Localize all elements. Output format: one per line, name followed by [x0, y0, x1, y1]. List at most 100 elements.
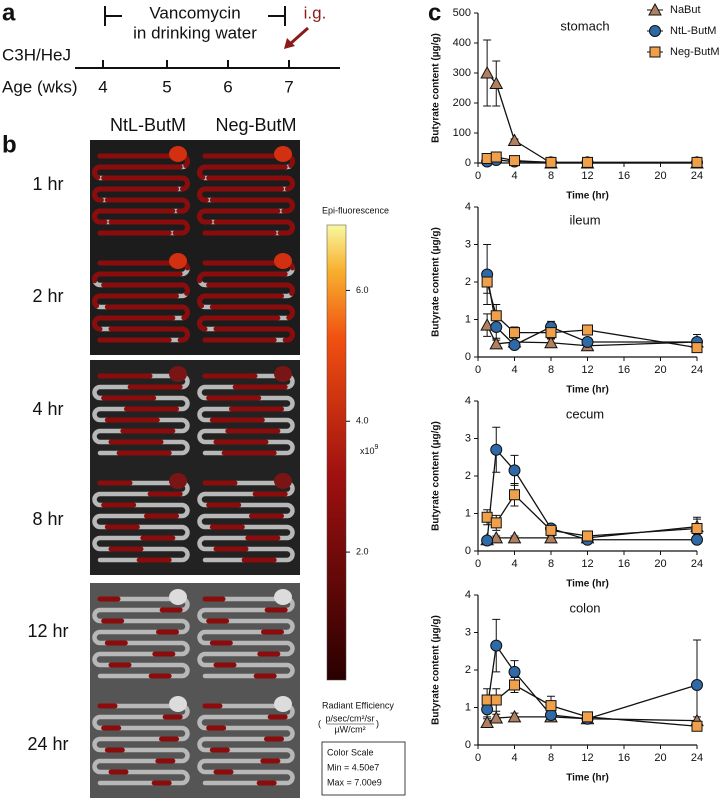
intestine	[92, 373, 190, 456]
x-axis-label: Time (hr)	[566, 579, 609, 590]
marker	[691, 533, 703, 546]
marker	[490, 639, 503, 652]
scale-box	[321, 741, 406, 796]
marker	[490, 310, 502, 322]
y-tick-label: 2	[465, 276, 471, 288]
marker	[490, 517, 502, 529]
legend-label: NtL-ButM	[670, 25, 716, 37]
bracket	[104, 6, 286, 26]
x-tick-label: 20	[654, 170, 666, 182]
y-tick-label: 0	[465, 545, 471, 557]
series-line	[486, 72, 697, 164]
intestine	[197, 480, 295, 563]
marker	[490, 694, 502, 706]
legend-label: Neg-ButM	[670, 46, 720, 58]
y-tick-label: 2	[465, 470, 471, 482]
x-tick-label: 24	[691, 170, 703, 182]
y-tick-label: 400	[453, 37, 471, 49]
marker	[507, 133, 522, 146]
x-tick-label: 4	[511, 170, 517, 182]
strain: C3H/HeJ	[2, 45, 71, 64]
scale-max: Max = 7.00e9	[327, 777, 382, 787]
y-tick-label: 3	[465, 626, 471, 638]
x-tick-label: 20	[654, 364, 666, 376]
marker	[489, 76, 504, 89]
x-tick-label: 12	[581, 170, 593, 182]
stomach	[169, 473, 187, 489]
y-tick-label: 100	[453, 127, 471, 139]
y-tick-label: 3	[465, 238, 471, 250]
marker	[544, 530, 558, 544]
colorbar-tick-label: 6.0	[356, 285, 369, 295]
arrow	[289, 26, 309, 46]
x-tick-label: 0	[475, 170, 481, 182]
y-tick-label: 0	[465, 157, 471, 169]
chart-title: ileum	[569, 212, 600, 227]
marker	[489, 530, 504, 544]
marker	[545, 700, 557, 712]
timepoint-label: 12 hr	[27, 621, 68, 641]
marker	[545, 709, 557, 721]
chart-title: cecum	[566, 406, 604, 421]
x-tick-label: 16	[618, 558, 630, 570]
gavage-label: i.g.	[304, 3, 327, 22]
y-tick-label: 200	[453, 97, 471, 109]
y-tick-label: 4	[465, 395, 471, 407]
arrow-head	[284, 38, 295, 49]
stomach	[274, 146, 292, 162]
x-axis-label: Time (hr)	[566, 385, 609, 396]
fluorescence	[197, 153, 295, 236]
x-tick-label: 0	[475, 364, 481, 376]
y-tick-label: 4	[465, 589, 471, 601]
paren: (	[318, 718, 321, 728]
colorbar-tick-label: 4.0	[356, 416, 369, 426]
x-tick-label: 12	[581, 558, 593, 570]
x-tick-label: 8	[548, 558, 554, 570]
y-tick-label: 2	[465, 664, 471, 676]
marker	[544, 335, 558, 349]
x-axis-label: Time (hr)	[566, 773, 609, 784]
x-tick-label: 20	[654, 558, 666, 570]
marker	[481, 276, 493, 288]
chart-title: stomach	[560, 18, 609, 33]
age: 4	[98, 77, 107, 96]
marker	[691, 720, 703, 732]
x-axis-label: Time (hr)	[566, 191, 609, 202]
marker	[508, 464, 521, 477]
marker	[508, 339, 521, 351]
marker	[582, 711, 593, 723]
intestine	[92, 703, 190, 786]
legend-marker	[649, 46, 661, 58]
x-tick-label: 4	[511, 364, 517, 376]
stomach	[274, 253, 292, 269]
stomach	[274, 589, 292, 605]
marker	[480, 65, 494, 79]
marker	[481, 511, 493, 523]
marker	[489, 336, 504, 350]
marker	[691, 342, 703, 354]
marker	[691, 679, 703, 691]
unit-numerator: p/sec/cm²/sr	[325, 713, 374, 723]
stomach	[169, 253, 187, 269]
y-axis-label: Butyrate content (µg/g)	[431, 33, 442, 143]
treatment: Vancomycin	[149, 3, 240, 22]
marker	[582, 324, 593, 336]
series-line	[486, 643, 698, 720]
image-panel	[90, 360, 300, 575]
stomach	[169, 366, 187, 382]
multiplier-exponent: 9	[375, 444, 379, 451]
legend-marker	[648, 2, 662, 16]
y-axis-label: Butyrate content (µg/g)	[431, 421, 442, 531]
panel-label: b	[2, 131, 17, 158]
x-tick-label: 24	[691, 752, 703, 764]
unit-title: Radiant Efficiency	[322, 700, 394, 710]
y-tick-label: 1	[465, 313, 471, 325]
marker	[481, 534, 494, 547]
fluorescence	[92, 153, 190, 236]
marker	[489, 710, 504, 724]
intestine	[92, 480, 190, 563]
timepoint-label: 24 hr	[27, 734, 68, 754]
marker	[481, 694, 493, 706]
x-tick-label: 12	[581, 364, 593, 376]
x-tick-label: 0	[475, 558, 481, 570]
